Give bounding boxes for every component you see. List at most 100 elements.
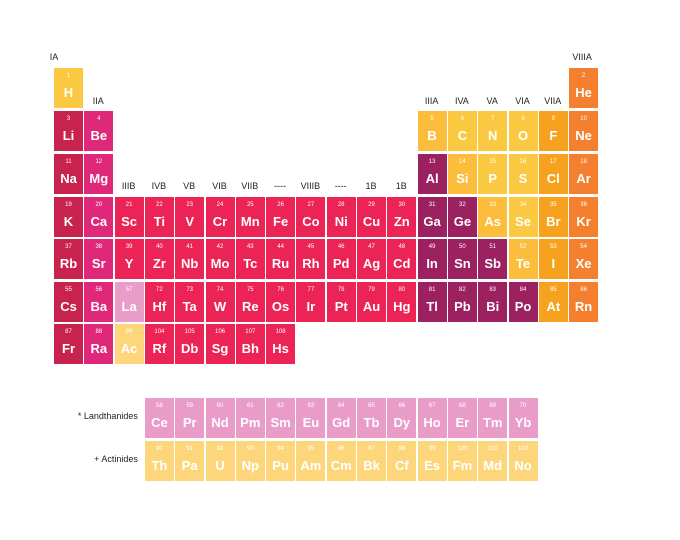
- element-cell: 97 Bk: [357, 441, 386, 481]
- element-cell: 12 Mg: [84, 154, 114, 194]
- atomic-number: 7: [491, 116, 495, 122]
- element-symbol: Zr: [152, 256, 166, 271]
- group-header: VIA: [515, 96, 530, 106]
- atomic-number: 69: [489, 403, 497, 409]
- element-symbol: Bk: [363, 458, 380, 473]
- element-cell: 82 Pb: [447, 282, 477, 322]
- group-header: VIIIB: [300, 181, 321, 191]
- element-cell: 75 Re: [235, 282, 265, 322]
- element-cell: 60 Nd: [205, 398, 235, 438]
- element-symbol: Sm: [270, 415, 291, 430]
- element-cell: 68 Er: [447, 398, 477, 438]
- element-symbol: Ti: [153, 214, 166, 229]
- element-cell: 11 Na: [54, 154, 83, 194]
- element-cell: 24 Cr: [205, 197, 235, 237]
- element-symbol: Ta: [182, 299, 197, 314]
- element-symbol: Rh: [302, 256, 320, 271]
- atomic-number: 16: [519, 159, 527, 165]
- element-cell: 15 P: [478, 154, 508, 194]
- element-symbol: K: [63, 214, 74, 229]
- group-header: VIIIA: [572, 52, 592, 62]
- element-symbol: Nb: [181, 256, 199, 271]
- group-header: IVA: [454, 96, 469, 106]
- element-cell: 51 Sb: [478, 239, 508, 279]
- atomic-number: 23: [186, 202, 194, 208]
- element-cell: 47 Ag: [357, 239, 386, 279]
- element-symbol: La: [121, 299, 137, 314]
- atomic-number: 13: [428, 159, 436, 165]
- atomic-number: 59: [186, 403, 194, 409]
- element-symbol: No: [514, 458, 532, 473]
- element-cell: 98 Cf: [387, 441, 417, 481]
- element-symbol: Fe: [273, 214, 289, 229]
- element-symbol: Pt: [334, 299, 348, 314]
- atomic-number: 48: [398, 244, 406, 250]
- atomic-number: 45: [307, 244, 315, 250]
- atomic-number: 27: [307, 202, 315, 208]
- element-symbol: Cm: [330, 458, 352, 473]
- element-symbol: Tc: [243, 256, 258, 271]
- element-symbol: Tl: [426, 299, 438, 314]
- element-symbol: Se: [515, 214, 531, 229]
- atomic-number: 21: [125, 202, 133, 208]
- atomic-number: 63: [307, 403, 315, 409]
- atomic-number: 5: [430, 116, 434, 122]
- element-symbol: Te: [515, 256, 531, 271]
- atomic-number: 3: [66, 116, 71, 122]
- element-symbol: I: [551, 256, 556, 271]
- atomic-number: 106: [214, 329, 225, 335]
- lanthanides-label: * Landthanides: [77, 411, 138, 421]
- atomic-number: 54: [580, 244, 587, 250]
- element-symbol: Sg: [211, 341, 229, 356]
- element-symbol: Yb: [514, 415, 532, 430]
- element-cell: 25 Mn: [235, 197, 265, 237]
- atomic-number: 30: [398, 202, 406, 208]
- element-symbol: Be: [90, 128, 108, 143]
- element-cell: 92 U: [205, 441, 235, 481]
- element-cell: 76 Os: [266, 282, 296, 322]
- element-cell: 57 La: [114, 282, 144, 322]
- atomic-number: 46: [337, 244, 345, 250]
- group-header: VA: [486, 96, 498, 106]
- element-symbol: Y: [124, 256, 134, 271]
- atomic-number: 100: [457, 446, 468, 452]
- atomic-number: 108: [275, 329, 286, 335]
- element-symbol: Rf: [152, 341, 167, 356]
- element-cell: 85 At: [538, 282, 568, 322]
- element-cell: 80 Hg: [387, 282, 417, 322]
- element-symbol: Sc: [121, 214, 138, 229]
- element-cell: 13 Al: [417, 154, 447, 194]
- element-symbol: Pu: [272, 458, 289, 473]
- element-cell: 100 Fm: [447, 441, 477, 481]
- atomic-number: 99: [428, 446, 436, 452]
- atomic-number: 2: [581, 73, 586, 79]
- element-cell: 17 Cl: [538, 154, 568, 194]
- element-symbol: Si: [456, 171, 469, 186]
- atomic-number: 43: [246, 244, 254, 250]
- element-symbol: Ni: [334, 214, 348, 229]
- atomic-number: 101: [487, 446, 498, 452]
- element-symbol: P: [488, 171, 498, 186]
- atomic-number: 8: [521, 116, 525, 122]
- element-cell: 105 Db: [175, 324, 205, 364]
- element-symbol: Cd: [393, 256, 411, 271]
- element-cell: 99 Es: [417, 441, 447, 481]
- atomic-number: 36: [580, 202, 587, 208]
- element-symbol: Co: [302, 214, 320, 229]
- element-symbol: Nd: [211, 415, 229, 430]
- element-cell: 64 Gd: [326, 398, 356, 438]
- element-symbol: S: [518, 171, 528, 186]
- element-cell: 69 Tm: [478, 398, 508, 438]
- element-symbol: Ac: [120, 341, 138, 356]
- element-cell: 104 Rf: [144, 324, 174, 364]
- atomic-number: 22: [156, 202, 163, 208]
- element-symbol: Fm: [452, 458, 473, 473]
- element-cell: 67 Ho: [417, 398, 447, 438]
- element-symbol: Db: [181, 341, 199, 356]
- atomic-number: 25: [246, 202, 254, 208]
- element-symbol: Ce: [151, 415, 168, 430]
- atomic-number: 73: [186, 287, 194, 293]
